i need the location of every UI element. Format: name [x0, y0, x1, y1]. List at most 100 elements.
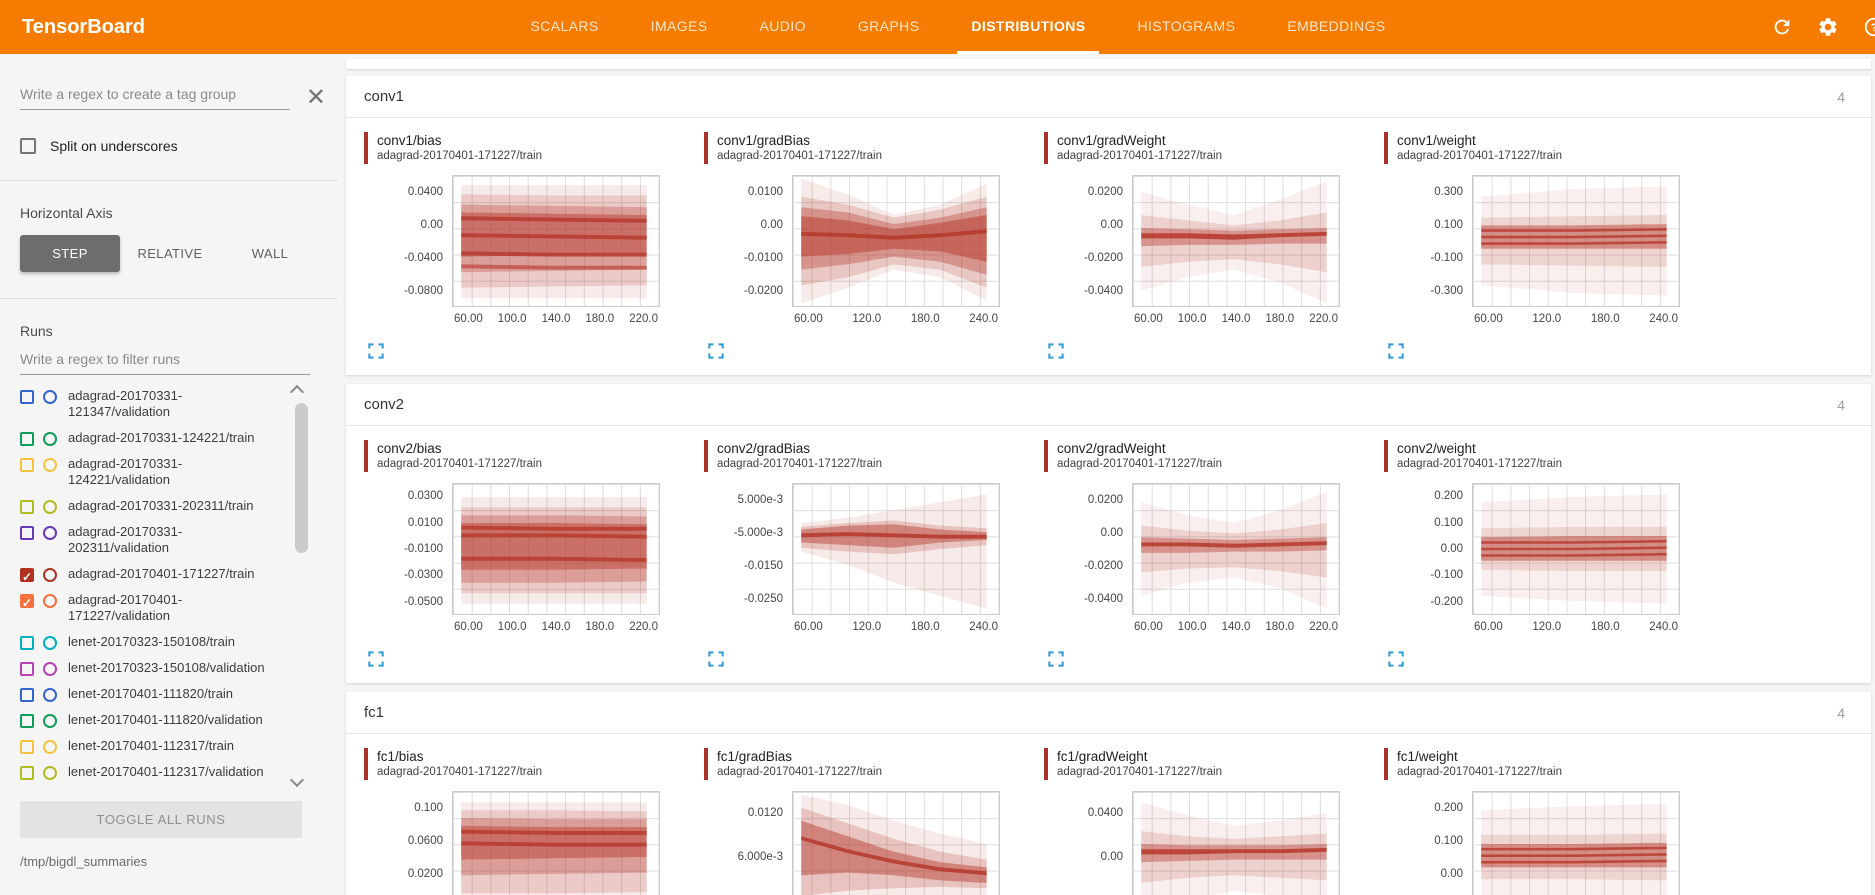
y-tick: 0.0300 — [407, 490, 443, 503]
y-tick: 0.00 — [760, 218, 783, 231]
distribution-bands — [1141, 181, 1327, 304]
tab-distributions[interactable]: DISTRIBUTIONS — [957, 0, 1100, 54]
expand-icon[interactable] — [1046, 341, 1066, 361]
expand-icon[interactable] — [366, 341, 386, 361]
plot-area — [1132, 175, 1340, 307]
expand-icon[interactable] — [366, 649, 386, 669]
run-radio[interactable] — [43, 500, 57, 514]
x-tick: 120.0 — [852, 313, 882, 325]
chart-run-label: adagrad-20170401-171227/train — [717, 150, 882, 162]
run-radio[interactable] — [43, 688, 57, 702]
run-item[interactable]: adagrad-20170331-124221/train — [20, 425, 292, 451]
expand-icon[interactable] — [1386, 649, 1406, 669]
run-radio[interactable] — [43, 432, 57, 446]
chart-run-label: adagrad-20170401-171227/train — [1397, 150, 1562, 162]
y-tick: 0.0100 — [747, 185, 783, 198]
run-radio[interactable] — [43, 568, 57, 582]
run-radio[interactable] — [43, 714, 57, 728]
run-item[interactable]: lenet-20170323-150108/train — [20, 629, 292, 655]
expand-icon[interactable] — [1386, 341, 1406, 361]
axis-option-step[interactable]: STEP — [20, 235, 120, 272]
run-checkbox[interactable] — [20, 500, 34, 514]
run-radio[interactable] — [43, 390, 57, 404]
close-icon[interactable]: ✕ — [305, 84, 326, 111]
run-radio[interactable] — [43, 766, 57, 780]
settings-icon[interactable] — [1817, 16, 1839, 38]
scroll-down-icon[interactable] — [289, 772, 305, 788]
run-checkbox[interactable] — [20, 458, 34, 472]
scroll-up-icon[interactable] — [289, 384, 305, 400]
chart-header: conv2/bias adagrad-20170401-171227/train — [364, 440, 704, 472]
run-item[interactable]: ✓ adagrad-20170401-171227/validation — [20, 587, 292, 629]
toggle-all-runs-button[interactable]: TOGGLE ALL RUNS — [20, 801, 302, 838]
section-header[interactable]: conv2 4 — [346, 384, 1871, 426]
scrollbar-thumb[interactable] — [295, 403, 308, 553]
y-axis-ticks: 0.0300 0.0100 -0.0100 -0.0300 -0.0500 — [364, 483, 452, 615]
section-header[interactable]: conv1 4 — [346, 76, 1871, 118]
run-item[interactable]: lenet-20170401-111820/validation — [20, 707, 292, 733]
run-radio[interactable] — [43, 740, 57, 754]
tab-graphs[interactable]: GRAPHS — [857, 17, 920, 34]
axis-option-wall[interactable]: WALL — [251, 246, 289, 261]
expand-icon[interactable] — [706, 341, 726, 361]
expand-icon[interactable] — [1046, 649, 1066, 669]
chart-title: conv2/bias — [377, 441, 442, 456]
run-checkbox[interactable] — [20, 636, 34, 650]
run-item[interactable]: lenet-20170401-111820/train — [20, 681, 292, 707]
y-tick: 0.0100 — [407, 516, 443, 529]
run-checkbox[interactable]: ✓ — [20, 594, 34, 610]
run-radio[interactable] — [43, 526, 57, 540]
run-checkbox[interactable] — [20, 390, 34, 404]
tab-histograms[interactable]: HISTOGRAMS — [1137, 17, 1236, 34]
run-item[interactable]: lenet-20170401-112317/train — [20, 733, 292, 759]
refresh-icon[interactable] — [1771, 16, 1793, 38]
y-tick: -0.0400 — [403, 251, 443, 264]
run-item[interactable]: adagrad-20170331-202311/validation — [20, 519, 292, 561]
run-item[interactable]: adagrad-20170331-124221/validation — [20, 451, 292, 493]
section-header[interactable]: fc1 4 — [346, 692, 1871, 734]
chart-area: 0.200 0.100 0.00 -0.100 -0.200 — [1384, 483, 1724, 615]
run-checkbox[interactable] — [20, 526, 34, 540]
x-tick: 60.00 — [1474, 313, 1503, 325]
tab-scalars[interactable]: SCALARS — [530, 17, 599, 34]
help-icon[interactable]: ? — [1863, 16, 1875, 38]
run-checkbox[interactable] — [20, 662, 34, 676]
chart-run-label: adagrad-20170401-171227/train — [717, 458, 882, 470]
tab-images[interactable]: IMAGES — [650, 17, 708, 34]
run-item[interactable]: lenet-20170401-112317/validation — [20, 759, 292, 785]
x-tick: 180.0 — [1265, 313, 1295, 325]
tag-regex-input[interactable] — [20, 80, 290, 110]
run-radio[interactable] — [43, 662, 57, 676]
svg-text:?: ? — [1871, 22, 1875, 34]
run-item[interactable]: adagrad-20170331-202311/train — [20, 493, 292, 519]
run-radio[interactable] — [43, 636, 57, 650]
distribution-bands — [1481, 803, 1667, 895]
run-radio[interactable] — [43, 594, 57, 608]
plot-area — [792, 483, 1000, 615]
chart-title: conv2/gradWeight — [1057, 441, 1166, 456]
distribution-chart: fc1/weight adagrad-20170401-171227/train… — [1384, 748, 1724, 895]
expand-icon[interactable] — [706, 649, 726, 669]
run-checkbox[interactable] — [20, 714, 34, 728]
tab-audio[interactable]: AUDIO — [759, 17, 806, 34]
chart-area: 0.300 0.100 -0.100 -0.300 — [1384, 175, 1724, 307]
tab-embeddings[interactable]: EMBEDDINGS — [1287, 17, 1386, 34]
run-checkbox[interactable]: ✓ — [20, 568, 34, 584]
split-underscores-checkbox[interactable] — [20, 138, 36, 154]
run-item[interactable]: ✓ adagrad-20170401-171227/train — [20, 561, 292, 587]
run-checkbox[interactable] — [20, 688, 34, 702]
axis-option-relative[interactable]: RELATIVE — [137, 246, 203, 261]
run-checkbox[interactable] — [20, 766, 34, 780]
distribution-bands — [1481, 494, 1667, 604]
run-item[interactable]: adagrad-20170331-121347/validation — [20, 383, 292, 425]
run-item[interactable]: lenet-20170323-150108/validation — [20, 655, 292, 681]
split-underscores-row[interactable]: Split on underscores — [20, 138, 338, 154]
run-checkbox[interactable] — [20, 740, 34, 754]
run-label: adagrad-20170331-124221/validation — [68, 456, 183, 487]
run-radio[interactable] — [43, 458, 57, 472]
chart-header: conv2/weight adagrad-20170401-171227/tra… — [1384, 440, 1724, 472]
x-tick: 140.0 — [541, 621, 571, 633]
runs-filter-input[interactable] — [20, 345, 310, 375]
chart-run-label: adagrad-20170401-171227/train — [377, 150, 542, 162]
run-checkbox[interactable] — [20, 432, 34, 446]
